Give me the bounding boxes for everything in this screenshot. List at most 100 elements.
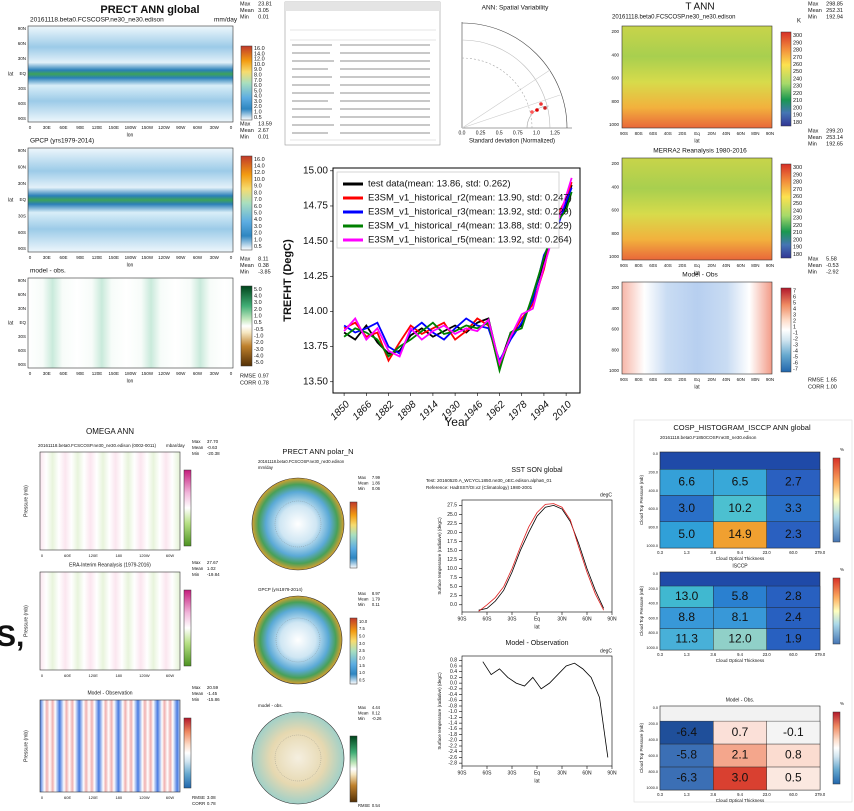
table-thumbnail — [285, 2, 440, 145]
x-tick-label: 30N — [557, 616, 567, 622]
tick-label: 90S — [620, 131, 628, 136]
stat-value: 0.78 — [258, 380, 269, 386]
colorbar-label: 190 — [793, 113, 802, 119]
tick-label: 180W — [125, 371, 138, 376]
tick-label: 40S — [664, 131, 672, 136]
tick-label: 60N — [18, 292, 26, 297]
axis-label: Pressure (mb) — [23, 485, 29, 517]
tick-label: 200.0 — [648, 587, 658, 591]
tick-label: 80S — [635, 131, 643, 136]
taylor-frame — [462, 22, 572, 128]
tick-label: 30S — [18, 214, 26, 219]
subtitle: 20161118.beta0.FCSCOSP.ne30_ne30.edison — [258, 459, 345, 464]
x-axis-label: Year — [444, 415, 468, 429]
x-axis-label: lat — [534, 778, 540, 784]
panel-label: Model - Obs — [682, 272, 718, 279]
legend-label: E3SM_v1_historical_r2(mean: 13.90, std: … — [368, 193, 572, 204]
stat-value: 1.86 — [372, 481, 381, 486]
units: % — [840, 701, 844, 706]
colorbar-label: -0.5 — [254, 327, 263, 333]
stat-value: 299.20 — [826, 128, 843, 134]
tick-label: 600.0 — [648, 616, 658, 620]
panel-label: GPCP (yrs1979-2014) — [30, 138, 94, 145]
tick-label: 60N — [18, 41, 26, 46]
x-tick-label: 60N — [582, 770, 592, 776]
tick-label: 1000 — [609, 368, 620, 373]
tick-label: 30W — [210, 125, 220, 130]
units: mbar/day — [166, 443, 186, 448]
stat-name: Mean — [808, 8, 822, 14]
stat-value: 23.81 — [258, 1, 272, 7]
tick-label: 20N — [707, 131, 715, 136]
stat-value: 0.11 — [372, 602, 381, 607]
subtitle: 20161118.beta0.F1850COSP.ne30_ne30.ediso… — [660, 435, 757, 440]
colorbar-label: 2.0 — [254, 231, 262, 237]
stat-name: Max — [808, 128, 819, 134]
colorbar — [184, 718, 191, 788]
tick-label: 60W — [193, 125, 203, 130]
colorbar-label: 220 — [793, 91, 802, 97]
cell-label: 14.9 — [728, 527, 752, 541]
colorbar-label: 0.5 — [254, 115, 262, 121]
tick-label: 120E — [89, 673, 99, 678]
colorbar — [241, 156, 252, 250]
units: degC — [600, 648, 612, 654]
y-tick-label: 20.0 — [447, 530, 457, 536]
stat-name: Mean — [192, 566, 204, 571]
panel-label: Model - Observation — [87, 690, 132, 696]
x-tick-label: 90N — [607, 616, 617, 622]
tick-label: 150W — [141, 371, 154, 376]
axis-label: Pressure (mb) — [23, 730, 29, 762]
tick-label: 60S — [18, 101, 26, 106]
tick-label: 60.0 — [789, 652, 798, 657]
colorbar-label: 270 — [793, 187, 802, 193]
tick-label: 0 — [41, 795, 44, 800]
stat-name: Min — [358, 486, 365, 491]
panel-title: T ANN — [685, 2, 714, 13]
tick-label: 800.0 — [648, 631, 658, 635]
tick-label: 60E — [59, 125, 67, 130]
stat-value: -0.26 — [372, 716, 382, 721]
y-tick-label: 13.50 — [303, 376, 328, 387]
tick-label: 120W — [139, 673, 150, 678]
colorbar-label: -1.0 — [254, 333, 263, 339]
colorbar-label: 9.0 — [254, 184, 262, 190]
tick-label: 150W — [141, 255, 154, 260]
colorbar-label: 290 — [793, 172, 802, 178]
axis-label: Cloud Optical Thickness — [716, 798, 765, 803]
cell-label: 3.3 — [785, 501, 802, 515]
axis-label: Cloud Optical Thickness — [716, 556, 765, 561]
tick-label: 60N — [737, 131, 745, 136]
stat-name: CORR — [240, 380, 256, 386]
stat-name: RMSE — [192, 795, 205, 800]
stat-name: Min — [808, 269, 817, 275]
tick-label: 1.25 — [550, 130, 560, 136]
tick-label: 9.4 — [737, 652, 743, 657]
tick-label: 0.0 — [653, 572, 658, 576]
tick-label: 120W — [158, 255, 171, 260]
colorbar-label: 4.0 — [254, 217, 262, 223]
tick-label: 1000 — [609, 254, 620, 259]
tick-label: 20N — [707, 377, 715, 382]
y-tick-label: -2.8 — [448, 760, 457, 766]
chart-reference: Reference: HadISST/OI.v2 (Climatology) 1… — [426, 485, 533, 490]
tick-label: 0 — [29, 255, 32, 260]
stat-value: 192.94 — [826, 14, 843, 20]
tick-label: 200 — [611, 29, 619, 34]
tick-label: 0 — [230, 371, 233, 376]
colorbar-label: 230 — [793, 216, 802, 222]
tick-label: 60N — [737, 263, 745, 268]
tick-label: Eq — [694, 377, 700, 382]
colorbar-label: 250 — [793, 69, 802, 75]
tick-label: 200.0 — [648, 722, 658, 726]
colorbar — [184, 470, 191, 546]
tick-label: 800 — [611, 99, 619, 104]
cell-label: 11.3 — [675, 632, 698, 646]
legend-label: E3SM_v1_historical_r4(mean: 13.88, std: … — [368, 221, 572, 232]
tick-label: 150E — [108, 255, 119, 260]
colorbar-label: 210 — [793, 98, 802, 104]
tick-label: 0 — [230, 125, 233, 130]
tick-label: 0.0 — [459, 130, 466, 136]
colorbar-label: 4.0 — [254, 293, 262, 299]
tick-label: 60S — [18, 348, 26, 353]
